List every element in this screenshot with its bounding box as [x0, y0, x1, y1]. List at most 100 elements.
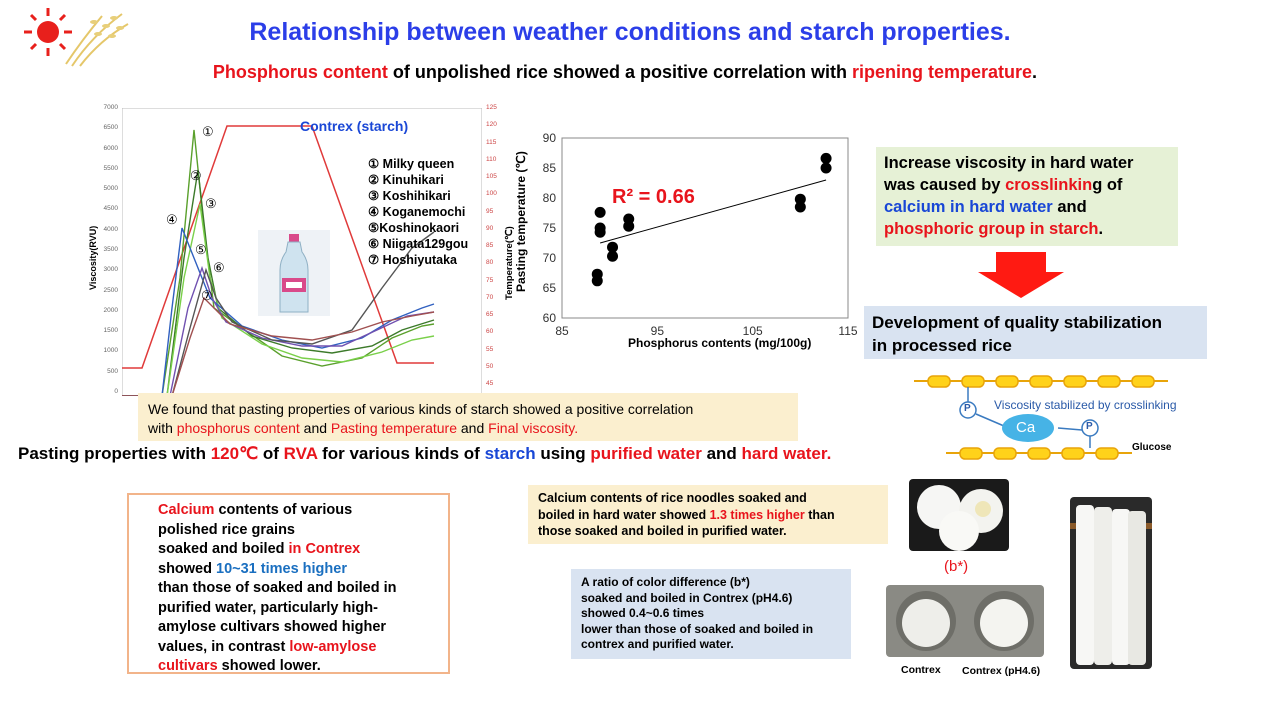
rva-plot — [122, 108, 482, 396]
calcium-line-8: values, in contrast low-amylose — [158, 638, 440, 658]
pasting-rva-highlight: RVA — [283, 444, 318, 463]
rva-left-tick: 2500 — [103, 286, 118, 294]
calcium-ion: Ca — [1016, 419, 1036, 436]
legend-hoshiyutaka: ⑦ Hoshiyutaka — [368, 253, 458, 267]
rva-y-right-axis: 125 120 115 110 105 100 95 90 85 80 75 70 65 60 55 50 45 — [486, 104, 500, 394]
legend-milky-queen: ① Milky queen — [368, 157, 455, 171]
legend-koshihikari: ③ Koshihikari — [368, 189, 451, 203]
legend-kinuhikari: ② Kinuhikari — [368, 173, 444, 187]
findings-line-1: We found that pasting properties of vari… — [148, 401, 694, 417]
rva-left-tick: 7000 — [103, 104, 118, 111]
calcium-low-amylose-highlight: low-amylose — [289, 638, 377, 655]
legend-niigata: ⑥ Niigata129gou — [368, 237, 469, 251]
water-bottle-image — [258, 230, 330, 316]
glucose-label: Glucose — [1132, 442, 1172, 453]
and-text: and — [1052, 198, 1087, 216]
crosslinking-box: Increase viscosity in hard water was cau… — [876, 147, 1178, 246]
rva-right-tick: 75 — [486, 276, 494, 284]
marker-2: ② — [190, 168, 202, 183]
color-line-1: A ratio of color difference (b*) — [581, 575, 750, 589]
color-line-2: soaked and boiled in Contrex (pH4.6) — [581, 590, 793, 605]
legend-koshinokaori: ⑤Koshinokaori — [368, 221, 460, 235]
scatter-frame — [561, 137, 849, 319]
rva-left-tick: 3500 — [103, 246, 118, 253]
rva-left-tick: 1000 — [103, 347, 118, 355]
marker-6: ⑥ — [213, 260, 225, 275]
subtitle-text: of unpolished rice showed a positive cor… — [387, 62, 852, 82]
color-difference-box: A ratio of color difference (b*) soaked … — [571, 569, 851, 659]
scatter-x-tick: 115 — [838, 324, 857, 338]
rva-left-tick: 5500 — [103, 164, 118, 172]
scatter-trendline — [599, 179, 827, 244]
scatter-y-tick: 65 — [543, 281, 557, 295]
marker-3: ③ — [205, 196, 217, 211]
scatter-y-tick: 85 — [543, 161, 557, 175]
crosslinking-text-end: g of — [1092, 176, 1123, 194]
page-title: Relationship between weather conditions … — [249, 18, 1011, 46]
color-line-5: contrex and purified water. — [581, 637, 734, 651]
scatter-x-tick: 85 — [555, 324, 569, 338]
subtitle-highlight-phosphorus: Phosphorus content — [212, 62, 388, 82]
rva-right-tick: 80 — [486, 259, 494, 267]
findings-and-2: and — [457, 420, 489, 436]
pasting-text-a: Pasting properties with — [18, 444, 211, 463]
calcium-box: Calcium contents of various polished ric… — [127, 493, 450, 674]
rva-y-left-label: Viscosity(RVU) — [88, 225, 98, 290]
noodle-line-1: Calcium contents of rice noodles soaked … — [538, 491, 807, 505]
marker-4: ④ — [166, 212, 178, 227]
scatter-x-tick: 95 — [651, 324, 665, 338]
pasting-purified-highlight: purified water — [590, 444, 702, 463]
rva-right-tick: 45 — [486, 380, 494, 387]
calcium-line-2: polished rice grains — [158, 521, 295, 538]
rva-left-tick: 6000 — [103, 144, 118, 152]
noodle-than: than — [804, 507, 835, 522]
scatter-point — [820, 162, 832, 174]
marker-5: ⑤ — [195, 242, 207, 257]
calcium-highlight-word: Calcium — [158, 502, 215, 518]
findings-phosphorus: phosphorus content — [176, 420, 300, 436]
calcium-text-4: showed — [158, 560, 217, 577]
findings-and: and — [299, 420, 331, 436]
phosphoric-highlight: phosphoric group in starch — [884, 220, 1099, 238]
crosslinking-line-1: Increase viscosity in hard water — [884, 154, 1134, 172]
pasting-starch-highlight: starch — [484, 444, 536, 463]
rva-left-tick: 4500 — [103, 205, 118, 213]
crosslinking-line-2: was caused by crosslinking of — [884, 174, 1170, 196]
rva-right-tick: 105 — [486, 173, 497, 180]
rva-right-tick: 60 — [486, 328, 494, 336]
subtitle-highlight-temperature: ripening temperature — [852, 62, 1033, 82]
crosslinking-line-3: calcium in hard water and — [884, 196, 1170, 218]
rva-left-tick: 5000 — [103, 185, 118, 193]
rva-right-tick: 115 — [486, 138, 497, 146]
period-text: . — [1098, 220, 1104, 238]
development-box: Development of quality stabilization in … — [864, 306, 1207, 359]
calcium-times-highlight: 10~31 times higher — [216, 560, 347, 577]
calcium-text-8: values, in contrast — [158, 638, 290, 655]
rva-left-tick: 2000 — [103, 306, 118, 314]
sun-logo-icon — [22, 6, 132, 68]
rva-right-tick: 90 — [486, 224, 494, 232]
subtitle-end: . — [1032, 62, 1038, 82]
pasting-hard-highlight: hard water. — [741, 444, 832, 463]
rva-legend: ① Milky queen ② Kinuhikari ③ Koshihikari… — [368, 156, 468, 268]
calcium-text-1: contents of various — [214, 502, 353, 518]
calcium-text-3: soaked and boiled — [158, 541, 289, 557]
rva-right-tick: 55 — [486, 345, 494, 353]
rva-left-tick: 4000 — [103, 225, 118, 233]
rva-left-tick: 0 — [114, 388, 118, 395]
scatter-y-tick: 80 — [543, 191, 557, 205]
rice-slices-photo — [909, 479, 1009, 551]
crosslinking-line-4: phosphoric group in starch. — [884, 218, 1170, 240]
crosslinking-highlight: crosslinkin — [1005, 176, 1093, 194]
scatter-point — [794, 201, 806, 213]
rva-series-title: Contrex (starch) — [300, 118, 409, 134]
findings-with: with — [148, 420, 177, 436]
scatter-x-tick: 105 — [743, 324, 763, 338]
phosphate-p-left: P — [964, 403, 971, 414]
findings-final-viscosity: Final viscosity. — [488, 420, 579, 436]
pasting-properties-heading: Pasting properties with 120℃ of RVA for … — [18, 444, 831, 464]
scatter-point — [594, 206, 606, 218]
calcium-line-5: than those of soaked and boiled in — [158, 580, 397, 596]
findings-pasting-temp: Pasting temperature — [330, 420, 457, 436]
